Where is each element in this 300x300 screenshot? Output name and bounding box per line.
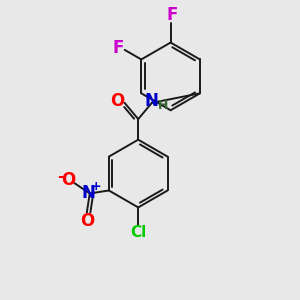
Text: O: O <box>110 92 124 110</box>
Text: -: - <box>57 169 64 184</box>
Text: +: + <box>90 180 101 193</box>
Text: N: N <box>81 184 95 202</box>
Text: F: F <box>112 39 124 57</box>
Text: H: H <box>158 99 168 112</box>
Text: Cl: Cl <box>130 225 146 240</box>
Text: F: F <box>167 6 178 24</box>
Text: N: N <box>145 92 159 110</box>
Text: O: O <box>80 212 94 230</box>
Text: O: O <box>61 171 75 189</box>
